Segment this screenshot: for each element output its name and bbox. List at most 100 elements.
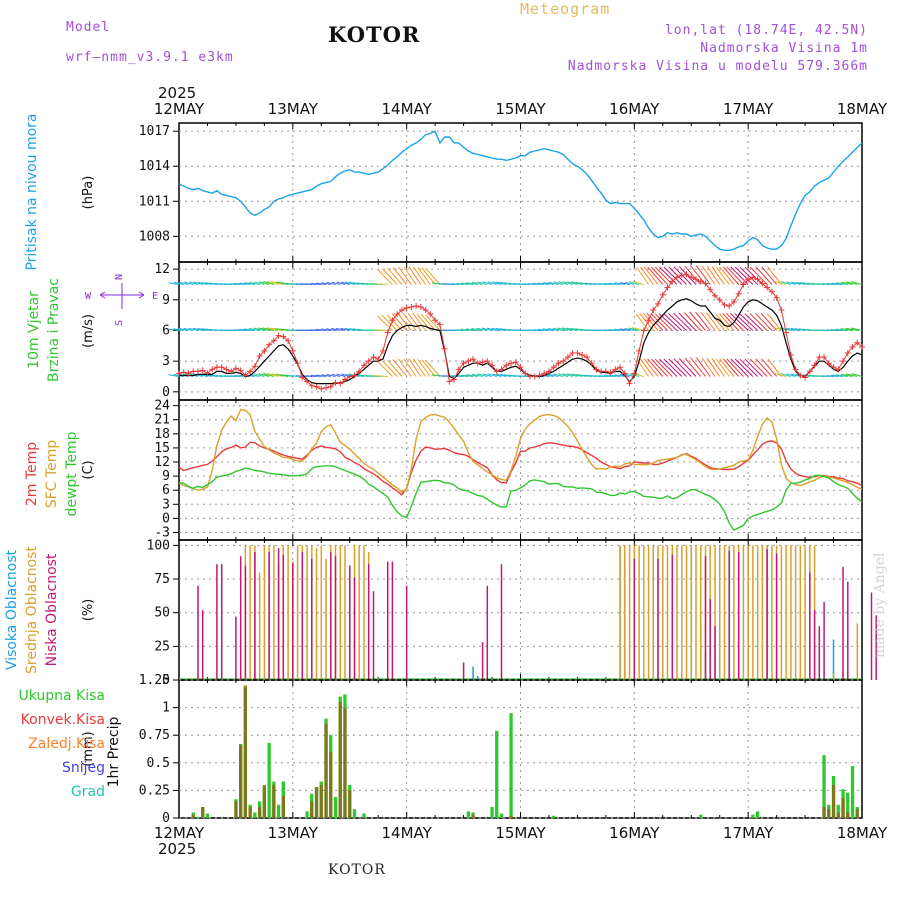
wind-barb [791,281,801,285]
wind-barb [398,358,412,377]
wind-barb [647,266,664,285]
model-name: wrf—nmm_v3.9.1 e3km [66,50,234,65]
wind-barb [730,313,749,331]
wind-barb [683,312,702,331]
wind-barb [624,328,635,331]
axis-title-wind: Brzina i Pravac [46,278,62,382]
wind-barb [718,313,735,331]
gust-marker [251,363,258,370]
gust-marker [261,347,268,354]
wind-barb [197,281,208,285]
wind-barb [234,374,246,377]
wind-barb [739,313,758,331]
gust-marker [441,345,448,352]
wind-barb [471,328,483,331]
wind-barb [552,327,564,331]
wind-barb [340,327,350,331]
wind-barb [263,372,275,377]
gust-marker [541,370,548,377]
gust-marker [356,368,363,375]
precip-bar-convective [329,751,333,818]
wind-barb [310,374,322,377]
wind-barb [336,281,346,285]
wind-barb [613,328,625,331]
gust-marker [607,369,614,376]
y-tick-label: 6 [162,323,170,338]
y-tick-label: 12 [154,455,170,470]
wind-barb [397,313,412,331]
gust-marker [313,383,320,390]
gust-marker [697,278,704,285]
precip-bar-convective [239,745,243,818]
wind-barb [767,266,782,285]
precip-bar-convective [191,814,195,818]
gust-marker [185,370,192,377]
gust-marker [394,311,401,318]
y-tick-label: 12 [154,262,170,277]
gust-marker [204,370,211,377]
wind-barb [487,281,497,285]
gust-marker [825,360,832,367]
gust-marker [574,349,581,356]
wind-barb [533,282,545,285]
wind-barb [461,374,474,377]
panel-pressure: 1008 1011 1014 1017 (hPa) [81,122,863,263]
wind-barb [730,358,749,377]
gust-marker [621,370,628,377]
wind-barb [254,373,265,377]
compass-n: N [114,274,125,280]
wind-barb [487,373,497,377]
wind-barb [239,282,251,285]
gust-marker [773,294,780,301]
y-tick-label: 1017 [139,124,170,139]
wind-barb [492,373,502,377]
wind-barb [542,328,554,331]
model-name-text: wrf—nmm_v3.9.1 e3km [66,50,234,65]
precip-bar-total [352,809,357,818]
precip-bar-convective [243,685,247,818]
wind-barb [643,266,659,285]
wind-barb [262,327,274,331]
gust-marker [740,281,747,288]
wind-barb [695,311,711,331]
wind-barb [341,281,350,285]
wind-barb [258,327,270,331]
wind-barb [315,328,327,331]
wind-barb [456,374,469,377]
y-tick-label: 6 [162,483,170,498]
precip-bar-convective [201,807,205,818]
wind-barb [344,327,355,331]
wind-barb [267,281,279,285]
wind-barb [306,283,317,285]
precip-bar-total [495,730,499,818]
panel-cloud: 0 25 50 75 100 (%) [81,538,877,688]
wind-barb [528,283,540,285]
gust-marker [583,354,590,361]
wind-barb [668,358,687,377]
gust-marker [327,383,334,390]
precip-bar-total [267,742,271,818]
wind-barb [755,266,773,285]
wind-barb [684,357,702,377]
wind-barb [548,281,559,285]
precip-bar-total [509,713,513,818]
gust-marker [545,368,552,375]
wind-barb [183,327,194,331]
x-tick-label-top: 12MAY [154,100,205,118]
unit-label-wind: (m/s) [81,314,96,348]
gust-marker [493,368,500,375]
wind-barb [408,358,422,377]
wind-barb [558,373,569,377]
gust-marker [764,284,771,291]
precip-bar-total [305,811,309,818]
x-year-bottom: 2025 [158,840,196,858]
wind-barb [192,327,203,331]
precip-legend-item: Konvek.Kisa [21,712,105,728]
gust-marker [778,307,785,314]
wind-barb [566,373,578,377]
wind-barb [403,358,417,377]
gust-marker [517,364,524,371]
gust-marker [787,352,794,359]
wind-barb [482,373,493,377]
wind-barb [719,358,735,377]
